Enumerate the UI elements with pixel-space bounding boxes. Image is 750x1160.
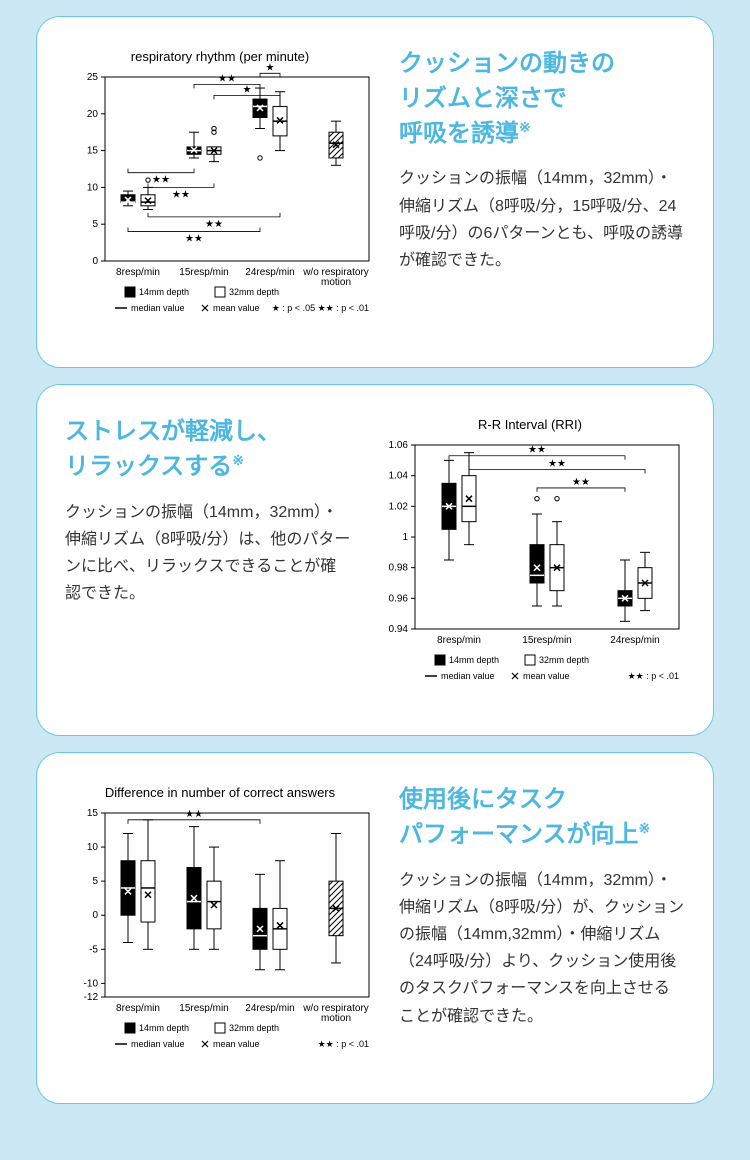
- svg-text:25: 25: [87, 72, 99, 83]
- svg-text:15resp/min: 15resp/min: [522, 635, 571, 646]
- svg-text:32mm depth: 32mm depth: [229, 1023, 279, 1033]
- svg-text:★★: ★★: [185, 234, 203, 245]
- svg-text:★ : p < .05 ★★ : p < .01: ★ : p < .05 ★★ : p < .01: [272, 303, 369, 313]
- svg-text:15: 15: [87, 146, 99, 157]
- svg-text:20: 20: [87, 109, 99, 120]
- svg-text:5: 5: [92, 876, 98, 887]
- svg-text:0.98: 0.98: [389, 563, 409, 574]
- svg-text:★★: ★★: [172, 189, 190, 200]
- chart-1: respiratory rhythm (per minute) 0 5 10 15 20 2…: [65, 47, 375, 337]
- svg-text:1.04: 1.04: [389, 471, 409, 482]
- chart-3: Difference in number of correct answers -…: [65, 783, 375, 1073]
- svg-text:14mm depth: 14mm depth: [449, 655, 499, 665]
- heading-2: ストレスが軽減し、リラックスする※: [65, 415, 351, 485]
- svg-text:★: ★: [266, 62, 275, 73]
- svg-text:15resp/min: 15resp/min: [179, 1003, 228, 1014]
- svg-text:motion: motion: [321, 1013, 351, 1024]
- svg-text:15resp/min: 15resp/min: [179, 267, 228, 278]
- svg-text:0: 0: [92, 256, 98, 267]
- heading-1: クッションの動きのリズムと深さで呼吸を誘導※: [399, 47, 685, 151]
- body-1: クッションの振幅（14mm，32mm）・伸縮リズム（8呼吸/分，15呼吸/分、2…: [399, 165, 685, 274]
- svg-text:median value: median value: [441, 671, 495, 681]
- svg-text:1.06: 1.06: [389, 440, 409, 451]
- svg-text:★★: ★★: [528, 445, 546, 456]
- card-1: respiratory rhythm (per minute) 0 5 10 15 20 2…: [36, 16, 714, 368]
- chart-2: R-R Interval (RRI) 0.94 0.96 0.98 1 1.02 1.04 1…: [375, 415, 685, 705]
- svg-text:1.02: 1.02: [389, 501, 409, 512]
- svg-text:★★ : p < .01: ★★ : p < .01: [318, 1039, 369, 1049]
- svg-text:mean value: mean value: [213, 303, 260, 313]
- svg-text:★: ★: [243, 84, 252, 95]
- card-2: ストレスが軽減し、リラックスする※ クッションの振幅（14mm，32mm）・伸縮…: [36, 384, 714, 736]
- svg-text:★★: ★★: [205, 219, 223, 230]
- svg-text:0: 0: [92, 910, 98, 921]
- svg-text:respiratory rhythm (per minute: respiratory rhythm (per minute): [131, 49, 309, 64]
- svg-text:32mm depth: 32mm depth: [539, 655, 589, 665]
- asterisk-3: ※: [639, 820, 651, 836]
- svg-text:0.94: 0.94: [389, 624, 409, 635]
- svg-text:24resp/min: 24resp/min: [610, 635, 659, 646]
- card-3: Difference in number of correct answers -…: [36, 752, 714, 1104]
- heading-3: 使用後にタスクパフォーマンスが向上※: [399, 783, 685, 853]
- body-2: クッションの振幅（14mm，32mm）・伸縮リズム（8呼吸/分）は、他のパターン…: [65, 499, 351, 608]
- svg-text:median value: median value: [131, 303, 185, 313]
- svg-text:10: 10: [87, 182, 99, 193]
- svg-text:★★: ★★: [152, 175, 170, 186]
- svg-text:-10: -10: [84, 978, 99, 989]
- svg-text:★★: ★★: [548, 459, 566, 470]
- svg-text:median value: median value: [131, 1039, 185, 1049]
- body-3: クッションの振幅（14mm，32mm）・伸縮リズム（8呼吸/分）が、クッションの…: [399, 867, 685, 1030]
- svg-text:14mm depth: 14mm depth: [139, 287, 189, 297]
- svg-text:10: 10: [87, 842, 99, 853]
- svg-text:★★ : p < .01: ★★ : p < .01: [628, 671, 679, 681]
- svg-text:32mm depth: 32mm depth: [229, 287, 279, 297]
- svg-text:8resp/min: 8resp/min: [116, 267, 160, 278]
- svg-text:15: 15: [87, 808, 99, 819]
- svg-text:0.96: 0.96: [389, 593, 409, 604]
- svg-text:8resp/min: 8resp/min: [116, 1003, 160, 1014]
- svg-text:★★: ★★: [572, 477, 590, 488]
- svg-text:5: 5: [92, 219, 98, 230]
- svg-text:14mm depth: 14mm depth: [139, 1023, 189, 1033]
- svg-text:-12: -12: [84, 992, 99, 1003]
- svg-text:★★: ★★: [185, 809, 203, 820]
- svg-text:R-R Interval (RRI): R-R Interval (RRI): [478, 417, 582, 432]
- svg-text:-5: -5: [89, 944, 98, 955]
- svg-text:mean value: mean value: [523, 671, 570, 681]
- svg-text:★★: ★★: [218, 73, 236, 84]
- svg-text:mean value: mean value: [213, 1039, 260, 1049]
- svg-text:motion: motion: [321, 277, 351, 288]
- asterisk-2: ※: [232, 452, 244, 468]
- svg-text:24resp/min: 24resp/min: [245, 1003, 294, 1014]
- svg-text:1: 1: [402, 532, 408, 543]
- svg-text:8resp/min: 8resp/min: [437, 635, 481, 646]
- svg-text:Difference in number of correc: Difference in number of correct answers: [105, 785, 336, 800]
- svg-text:24resp/min: 24resp/min: [245, 267, 294, 278]
- asterisk-1: ※: [519, 119, 531, 135]
